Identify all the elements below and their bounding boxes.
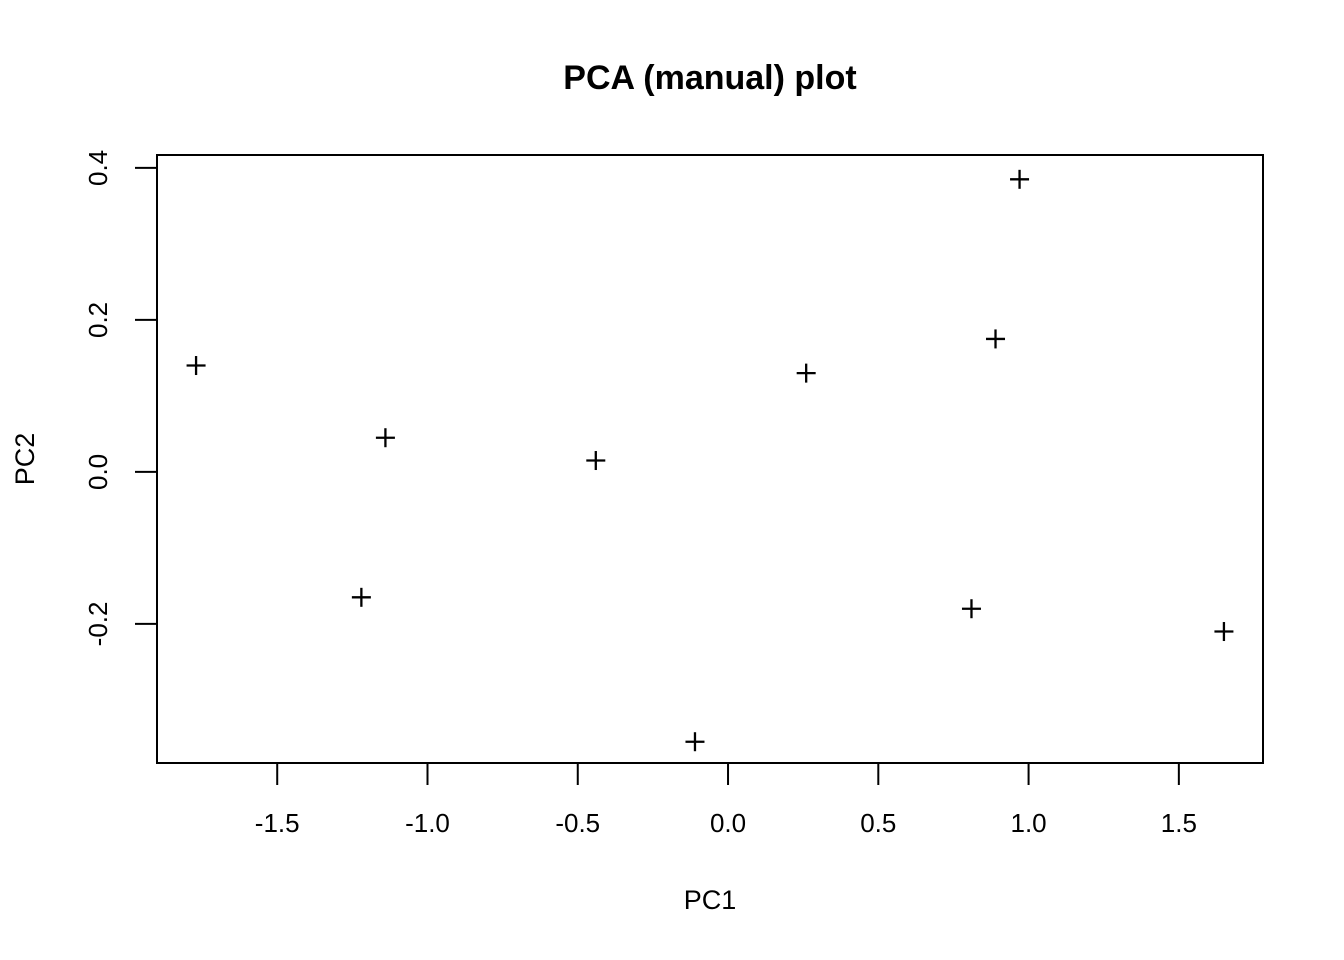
- x-axis-label: PC1: [684, 885, 737, 915]
- x-tick-label: 1.0: [1010, 808, 1046, 838]
- x-tick-label: 0.5: [860, 808, 896, 838]
- data-point-marker: [986, 329, 1006, 349]
- x-tick-label: 0.0: [710, 808, 746, 838]
- data-point-marker: [1214, 622, 1234, 642]
- data-point-marker: [1010, 169, 1030, 189]
- x-axis-ticks: -1.5 -1.0 -0.5 0.0 0.5 1.0 1.5: [255, 763, 1197, 838]
- data-point-marker: [375, 428, 395, 448]
- y-tick-label: 0.2: [83, 302, 113, 338]
- y-axis-ticks: -0.2 0.0 0.2 0.4: [83, 150, 157, 646]
- y-axis-label: PC2: [10, 433, 40, 486]
- data-point-marker: [586, 451, 606, 471]
- data-point-marker: [796, 363, 816, 383]
- y-tick-label: 0.4: [83, 150, 113, 186]
- x-tick-label: -1.5: [255, 808, 300, 838]
- data-point-marker: [685, 732, 705, 752]
- x-tick-label: -1.0: [405, 808, 450, 838]
- x-tick-label: -0.5: [555, 808, 600, 838]
- data-point-marker: [351, 587, 371, 607]
- data-point-marker: [186, 356, 206, 376]
- x-tick-label: 1.5: [1161, 808, 1197, 838]
- y-tick-label: 0.0: [83, 454, 113, 490]
- y-tick-label: -0.2: [83, 602, 113, 647]
- data-point-marker: [961, 599, 981, 619]
- data-points: [186, 169, 1234, 752]
- plot-border: [156, 154, 1264, 764]
- plot-title: PCA (manual) plot: [563, 59, 856, 97]
